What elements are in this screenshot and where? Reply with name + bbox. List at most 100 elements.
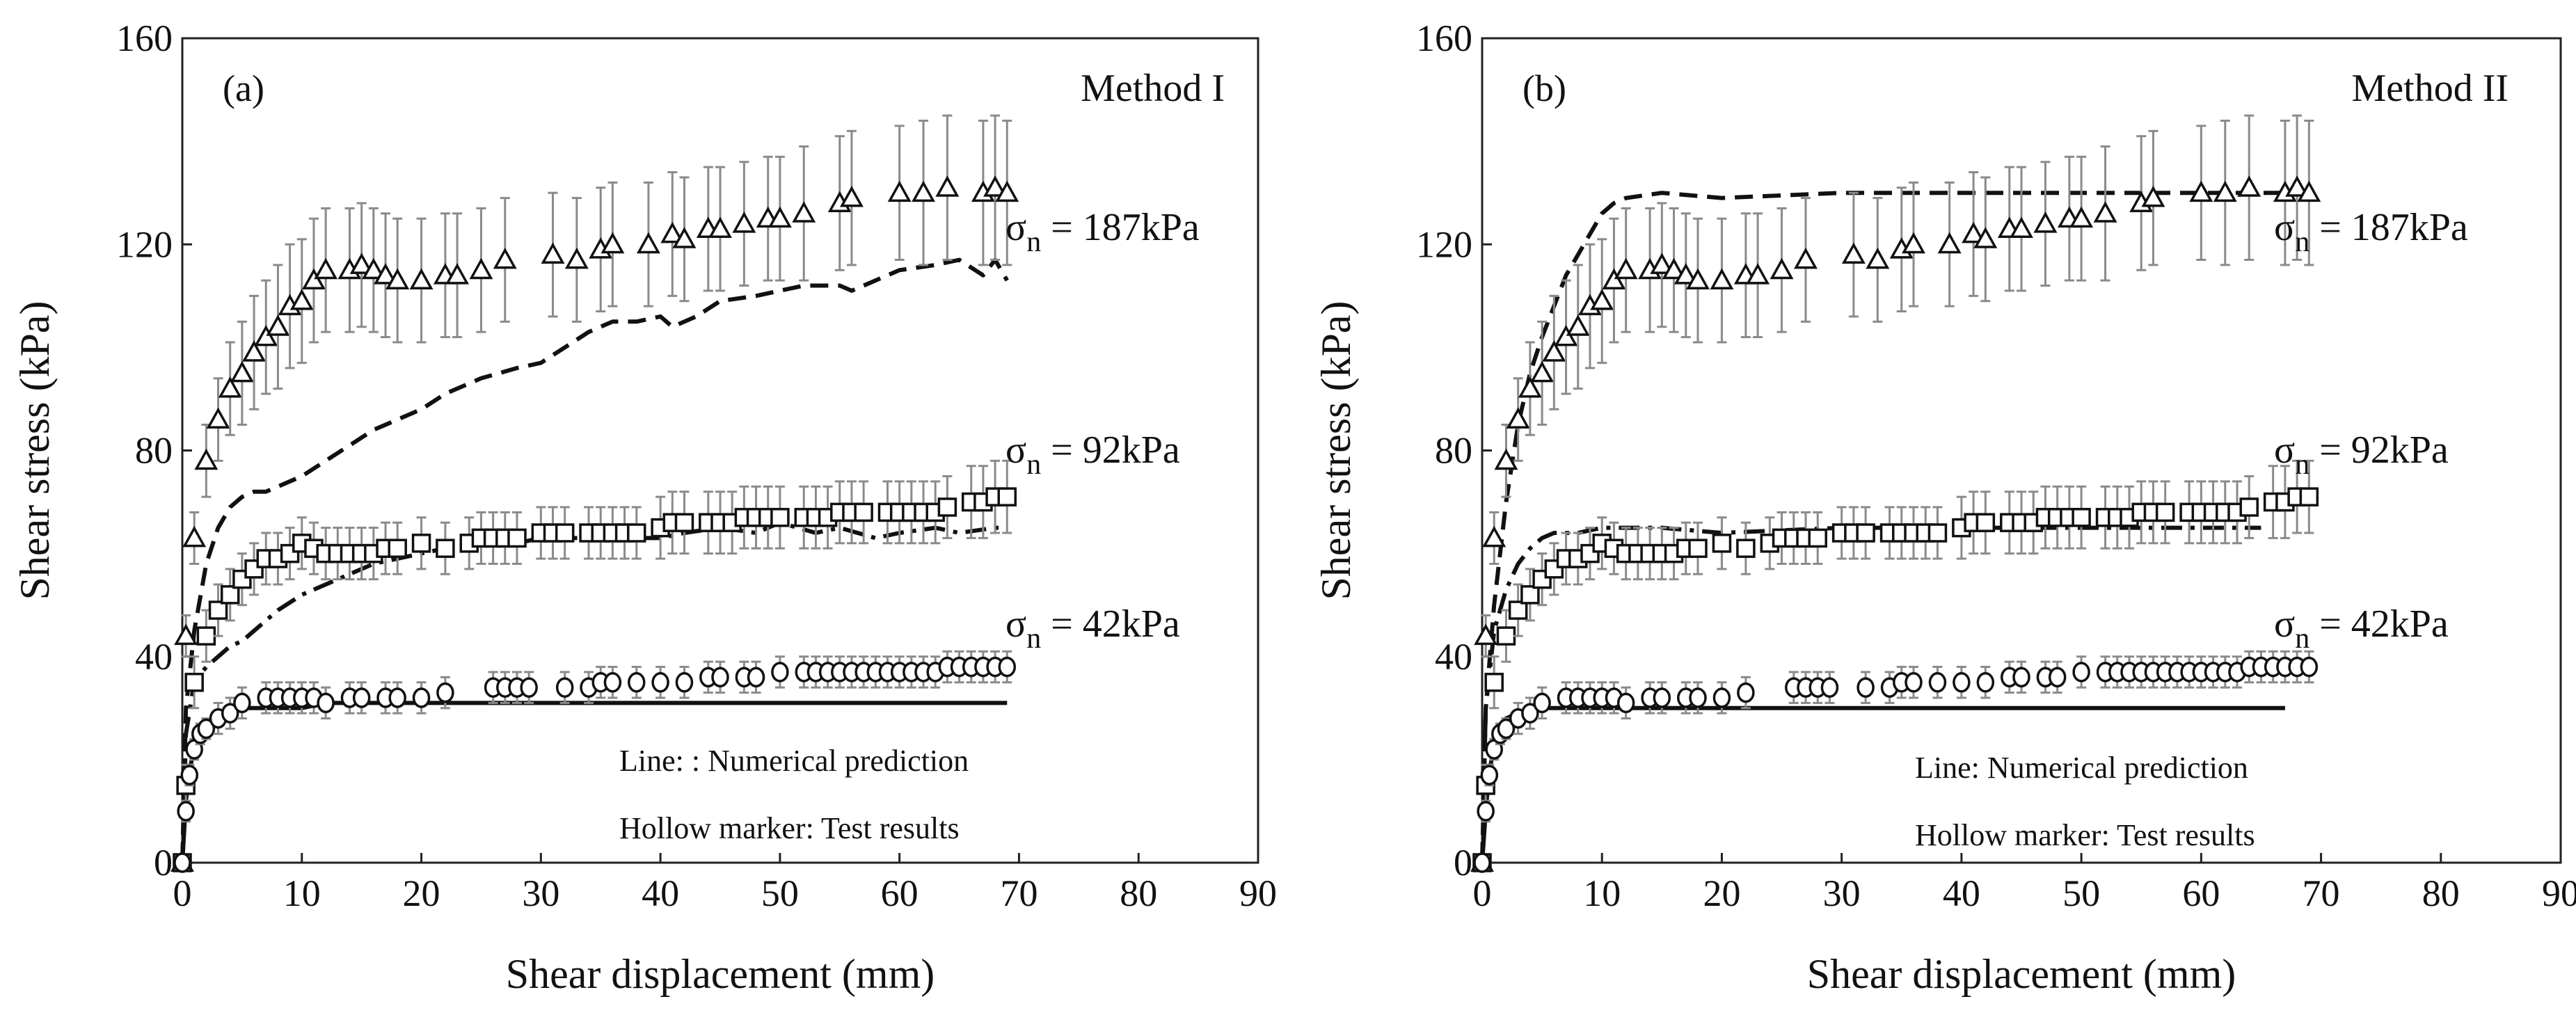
data-point-triangle — [541, 242, 565, 264]
sigma-subscript: n — [2295, 623, 2309, 655]
x-axis-label: Shear displacement (mm) — [1807, 951, 2236, 997]
sigma-symbol: σ — [2274, 206, 2295, 249]
data-point-triangle — [1794, 247, 1818, 269]
x-tick-label: 10 — [1583, 872, 1621, 914]
data-point-triangle — [1566, 314, 1590, 336]
x-tick-label: 0 — [1473, 872, 1492, 914]
data-point-triangle — [2237, 175, 2261, 197]
y-tick-label: 0 — [154, 842, 173, 884]
data-point-triangle — [636, 232, 660, 254]
data-point-circle — [628, 672, 646, 693]
data-point-triangle — [2297, 180, 2321, 202]
data-point-triangle — [1770, 257, 1794, 280]
data-point-triangle — [708, 216, 732, 238]
data-point-triangle — [2141, 185, 2165, 207]
sigma-symbol: σ — [1005, 429, 1026, 472]
data-point-circle — [2012, 666, 2030, 688]
sigma-subscript: n — [2295, 449, 2309, 481]
data-point-square — [770, 508, 790, 527]
data-point-circle — [388, 687, 406, 708]
data-point-triangle — [1650, 253, 1674, 274]
data-point-square — [555, 523, 575, 543]
data-point-circle — [1820, 677, 1839, 698]
data-point-triangle — [1542, 340, 1566, 362]
data-point-triangle — [1746, 263, 1770, 285]
normal-stress-label: σn = 42kPa — [2274, 602, 2449, 655]
sigma-symbol: σ — [2274, 429, 2295, 472]
data-point-circle — [1857, 677, 1875, 698]
method-label: Method II — [2351, 67, 2509, 110]
x-tick-label: 50 — [2062, 872, 2100, 914]
data-point-triangle — [732, 211, 756, 233]
x-axis-label: Shear displacement (mm) — [506, 951, 935, 997]
data-point-square — [1927, 523, 1948, 543]
x-tick-label: 20 — [403, 872, 440, 914]
data-point-circle — [317, 692, 335, 714]
data-point-circle — [520, 677, 538, 698]
series-line-3 — [180, 257, 1009, 863]
panel-tag: (b) — [1522, 67, 1566, 109]
x-tick-label: 70 — [2303, 872, 2340, 914]
series-line-3 — [1480, 191, 2309, 863]
data-point-square — [436, 538, 455, 558]
normal-stress-label: σn = 187kPa — [1005, 206, 1200, 258]
data-point-triangle — [2010, 216, 2033, 238]
x-tick-label: 50 — [761, 872, 799, 914]
data-point-triangle — [1962, 221, 1986, 243]
data-point-square — [2155, 502, 2175, 522]
x-tick-label: 60 — [2182, 872, 2220, 914]
data-point-circle — [221, 703, 239, 724]
data-point-triangle — [361, 257, 385, 280]
data-point-square — [208, 600, 228, 620]
data-point-triangle — [1482, 525, 1506, 548]
data-point-circle — [352, 687, 371, 708]
data-point-triangle — [445, 263, 470, 285]
sigma-subscript: n — [1026, 623, 1041, 655]
sigma-symbol: σ — [1005, 602, 1026, 646]
data-point-circle — [1653, 687, 1671, 708]
data-point-triangle — [469, 257, 493, 280]
data-point-square — [1544, 559, 1564, 579]
data-point-triangle — [601, 232, 625, 254]
data-point-triangle — [1973, 227, 1998, 248]
x-tick-label: 40 — [1943, 872, 1980, 914]
data-point-triangle — [349, 253, 374, 274]
x-tick-label: 80 — [2422, 872, 2460, 914]
y-tick-label: 160 — [116, 17, 173, 59]
sigma-value: = 42kPa — [2309, 602, 2449, 646]
data-point-triangle — [1530, 360, 1555, 383]
y-tick-label: 80 — [1435, 430, 1472, 472]
data-point-circle — [1477, 801, 1495, 822]
data-point-circle — [173, 852, 191, 873]
data-point-triangle — [1602, 268, 1626, 290]
note-line-legend: Line: Numerical prediction — [1915, 751, 2248, 785]
data-point-triangle — [2069, 206, 2094, 228]
data-point-triangle — [887, 180, 912, 202]
sigma-value: = 92kPa — [1041, 429, 1180, 472]
data-point-square — [1736, 538, 1756, 558]
sigma-value: = 92kPa — [2309, 429, 2449, 472]
normal-stress-label: σn = 187kPa — [2274, 206, 2468, 258]
y-tick-label: 120 — [116, 223, 173, 265]
data-point-triangle — [1554, 324, 1578, 346]
data-point-triangle — [230, 360, 254, 383]
data-point-triangle — [1494, 448, 1518, 470]
data-point-circle — [998, 656, 1017, 678]
data-point-triangle — [385, 268, 410, 290]
x-tick-label: 30 — [1823, 872, 1861, 914]
data-point-triangle — [206, 407, 230, 429]
panel-a: 0 40 80 120 160 0 10 20 30 40 50 60 70 80 90 Shear disp… — [12, 17, 1277, 997]
data-point-square — [220, 585, 240, 605]
data-point-square — [184, 673, 204, 692]
sigma-subscript: n — [1026, 226, 1041, 258]
data-point-square — [2239, 497, 2259, 517]
data-point-circle — [1712, 687, 1731, 708]
data-point-triangle — [374, 263, 397, 285]
data-point-triangle — [1841, 242, 1866, 264]
y-tick-label: 40 — [135, 636, 173, 678]
data-point-square — [1484, 673, 1504, 692]
data-point-circle — [2048, 666, 2067, 688]
sigma-subscript: n — [1026, 449, 1041, 481]
data-point-triangle — [768, 206, 792, 228]
